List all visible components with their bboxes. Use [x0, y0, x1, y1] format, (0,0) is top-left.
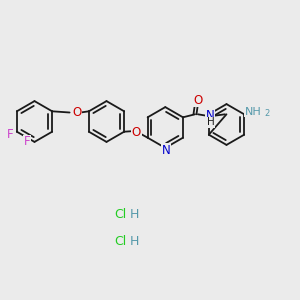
Text: Cl: Cl — [114, 208, 126, 221]
Text: H: H — [130, 208, 139, 221]
Text: H: H — [130, 235, 139, 248]
Text: O: O — [193, 94, 203, 107]
Text: F: F — [7, 128, 14, 141]
Text: N: N — [161, 144, 170, 157]
Text: O: O — [73, 106, 82, 119]
Text: NH: NH — [245, 107, 262, 117]
Text: O: O — [132, 126, 141, 139]
Text: N: N — [206, 109, 214, 122]
Text: F: F — [24, 135, 30, 148]
Text: H: H — [207, 117, 215, 128]
Text: Cl: Cl — [114, 235, 126, 248]
Text: 2: 2 — [265, 109, 270, 118]
